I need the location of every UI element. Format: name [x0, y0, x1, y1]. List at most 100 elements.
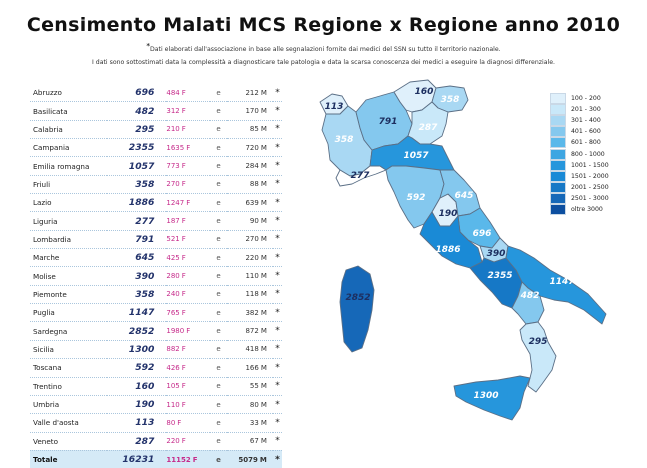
italy-map: 113 358 791 160 358 287 277 1057 592 190… [316, 74, 616, 434]
female-cases-cell: 1980 F [166, 321, 210, 341]
conjunction-cell: e [209, 358, 228, 378]
data-source-note: *Dati elaborati dall'associazione in bas… [0, 42, 647, 53]
male-count: 720 [245, 143, 259, 152]
female-unit: F [186, 143, 191, 152]
conjunction-cell: e [209, 120, 228, 140]
female-count: 882 [166, 345, 180, 354]
male-cases-cell: 418 M [227, 340, 273, 360]
legend-swatch [550, 104, 566, 116]
star-note-cell: * [272, 413, 282, 433]
female-cases-cell: 425 F [166, 248, 210, 268]
region-name-cell: Puglia [30, 303, 108, 323]
female-cases-cell: 105 F [166, 377, 210, 396]
region-name-cell: Umbria [30, 395, 108, 415]
male-cases-cell: 85 M [227, 120, 273, 140]
male-cases-cell: 639 M [227, 193, 273, 213]
region-name-cell: Calabria [30, 120, 108, 140]
male-count: 872 [245, 327, 259, 336]
star-note-cell: * [272, 120, 282, 140]
conjunction-cell: e [209, 138, 228, 158]
legend-item: 2501 - 3000 [550, 192, 625, 204]
region-name-cell: Sicilia [30, 340, 108, 360]
male-unit: M [260, 345, 267, 354]
total-cases-cell: 1300 [107, 340, 167, 360]
male-unit: M [260, 363, 267, 372]
male-cases-cell: 720 M [227, 138, 273, 158]
female-count: 220 [166, 437, 180, 446]
female-cases-cell: 210 F [166, 120, 210, 140]
total-cases-cell: 16231 [107, 450, 167, 468]
region-name-cell: Molise [30, 266, 108, 286]
male-cases-cell: 170 M [227, 101, 273, 121]
region-name-cell: Piemonte [30, 285, 108, 305]
female-unit: F [181, 272, 186, 281]
male-unit: M [260, 437, 267, 446]
region-liguria [335, 165, 387, 187]
male-unit: M [260, 107, 267, 116]
female-unit: F [181, 217, 186, 226]
female-count: 110 [166, 400, 180, 409]
female-count: 521 [166, 235, 180, 244]
male-unit: M [260, 143, 267, 152]
female-cases-cell: 426 F [166, 358, 210, 378]
star-note-cell: * [272, 138, 282, 158]
map-label-liguria: 277 [351, 171, 371, 181]
legend-swatch [550, 192, 566, 204]
conjunction-cell: e [209, 266, 228, 286]
female-count: 312 [166, 107, 180, 116]
conjunction-cell: e [209, 101, 228, 121]
female-count: 80 [166, 418, 176, 427]
male-count: 110 [245, 272, 259, 281]
male-unit: M [260, 125, 267, 134]
male-count: 33 [249, 418, 259, 427]
star-note-cell: * [272, 230, 282, 250]
map-label-calabria: 295 [529, 337, 548, 347]
total-cases-cell: 592 [107, 358, 167, 378]
male-count: 284 [245, 162, 259, 171]
male-cases-cell: 90 M [227, 211, 273, 231]
star-note-cell: * [272, 377, 282, 396]
male-cases-cell: 110 M [227, 266, 273, 286]
star-note-cell: * [272, 211, 282, 231]
region-name-cell: Sardegna [30, 321, 108, 341]
legend-label: 2501 - 3000 [571, 194, 609, 202]
female-count: 1247 [166, 198, 185, 207]
map-label-toscana: 592 [407, 193, 426, 203]
female-unit: F [181, 88, 186, 97]
star-note-cell: * [272, 193, 282, 213]
region-sicilia [453, 375, 531, 421]
region-emilia-romagna [369, 135, 455, 171]
legend-item: 201 - 300 [550, 104, 625, 116]
star-note-cell: * [272, 395, 282, 415]
male-unit: M [260, 272, 267, 281]
total-cases-cell: 696 [107, 84, 167, 103]
map-label-marche: 645 [455, 191, 474, 201]
star-note-cell: * [272, 321, 282, 341]
female-count: 773 [166, 162, 180, 171]
male-count: 270 [245, 235, 259, 244]
region-name-cell: Marche [30, 248, 108, 268]
total-cases-cell: 2852 [107, 321, 167, 341]
female-count: 484 [166, 88, 180, 97]
male-cases-cell: 212 M [227, 84, 273, 103]
map-label-sicilia: 1300 [473, 391, 498, 401]
female-unit: F [181, 180, 186, 189]
region-name-cell: Basilicata [30, 101, 108, 121]
map-label-friuli: 358 [441, 95, 460, 105]
total-cases-cell: 287 [107, 432, 167, 451]
legend-swatch [550, 148, 566, 160]
total-cases-cell: 645 [107, 248, 167, 268]
male-count: 170 [245, 107, 259, 116]
male-unit: M [259, 455, 267, 464]
region-name-cell: Abruzzo [30, 84, 108, 103]
conjunction-cell: e [209, 285, 228, 305]
map-label-campania: 2355 [487, 271, 512, 281]
female-cases-cell: 110 F [166, 395, 210, 415]
total-cases-cell: 277 [107, 211, 167, 231]
male-unit: M [260, 253, 267, 262]
male-count: 212 [245, 88, 259, 97]
